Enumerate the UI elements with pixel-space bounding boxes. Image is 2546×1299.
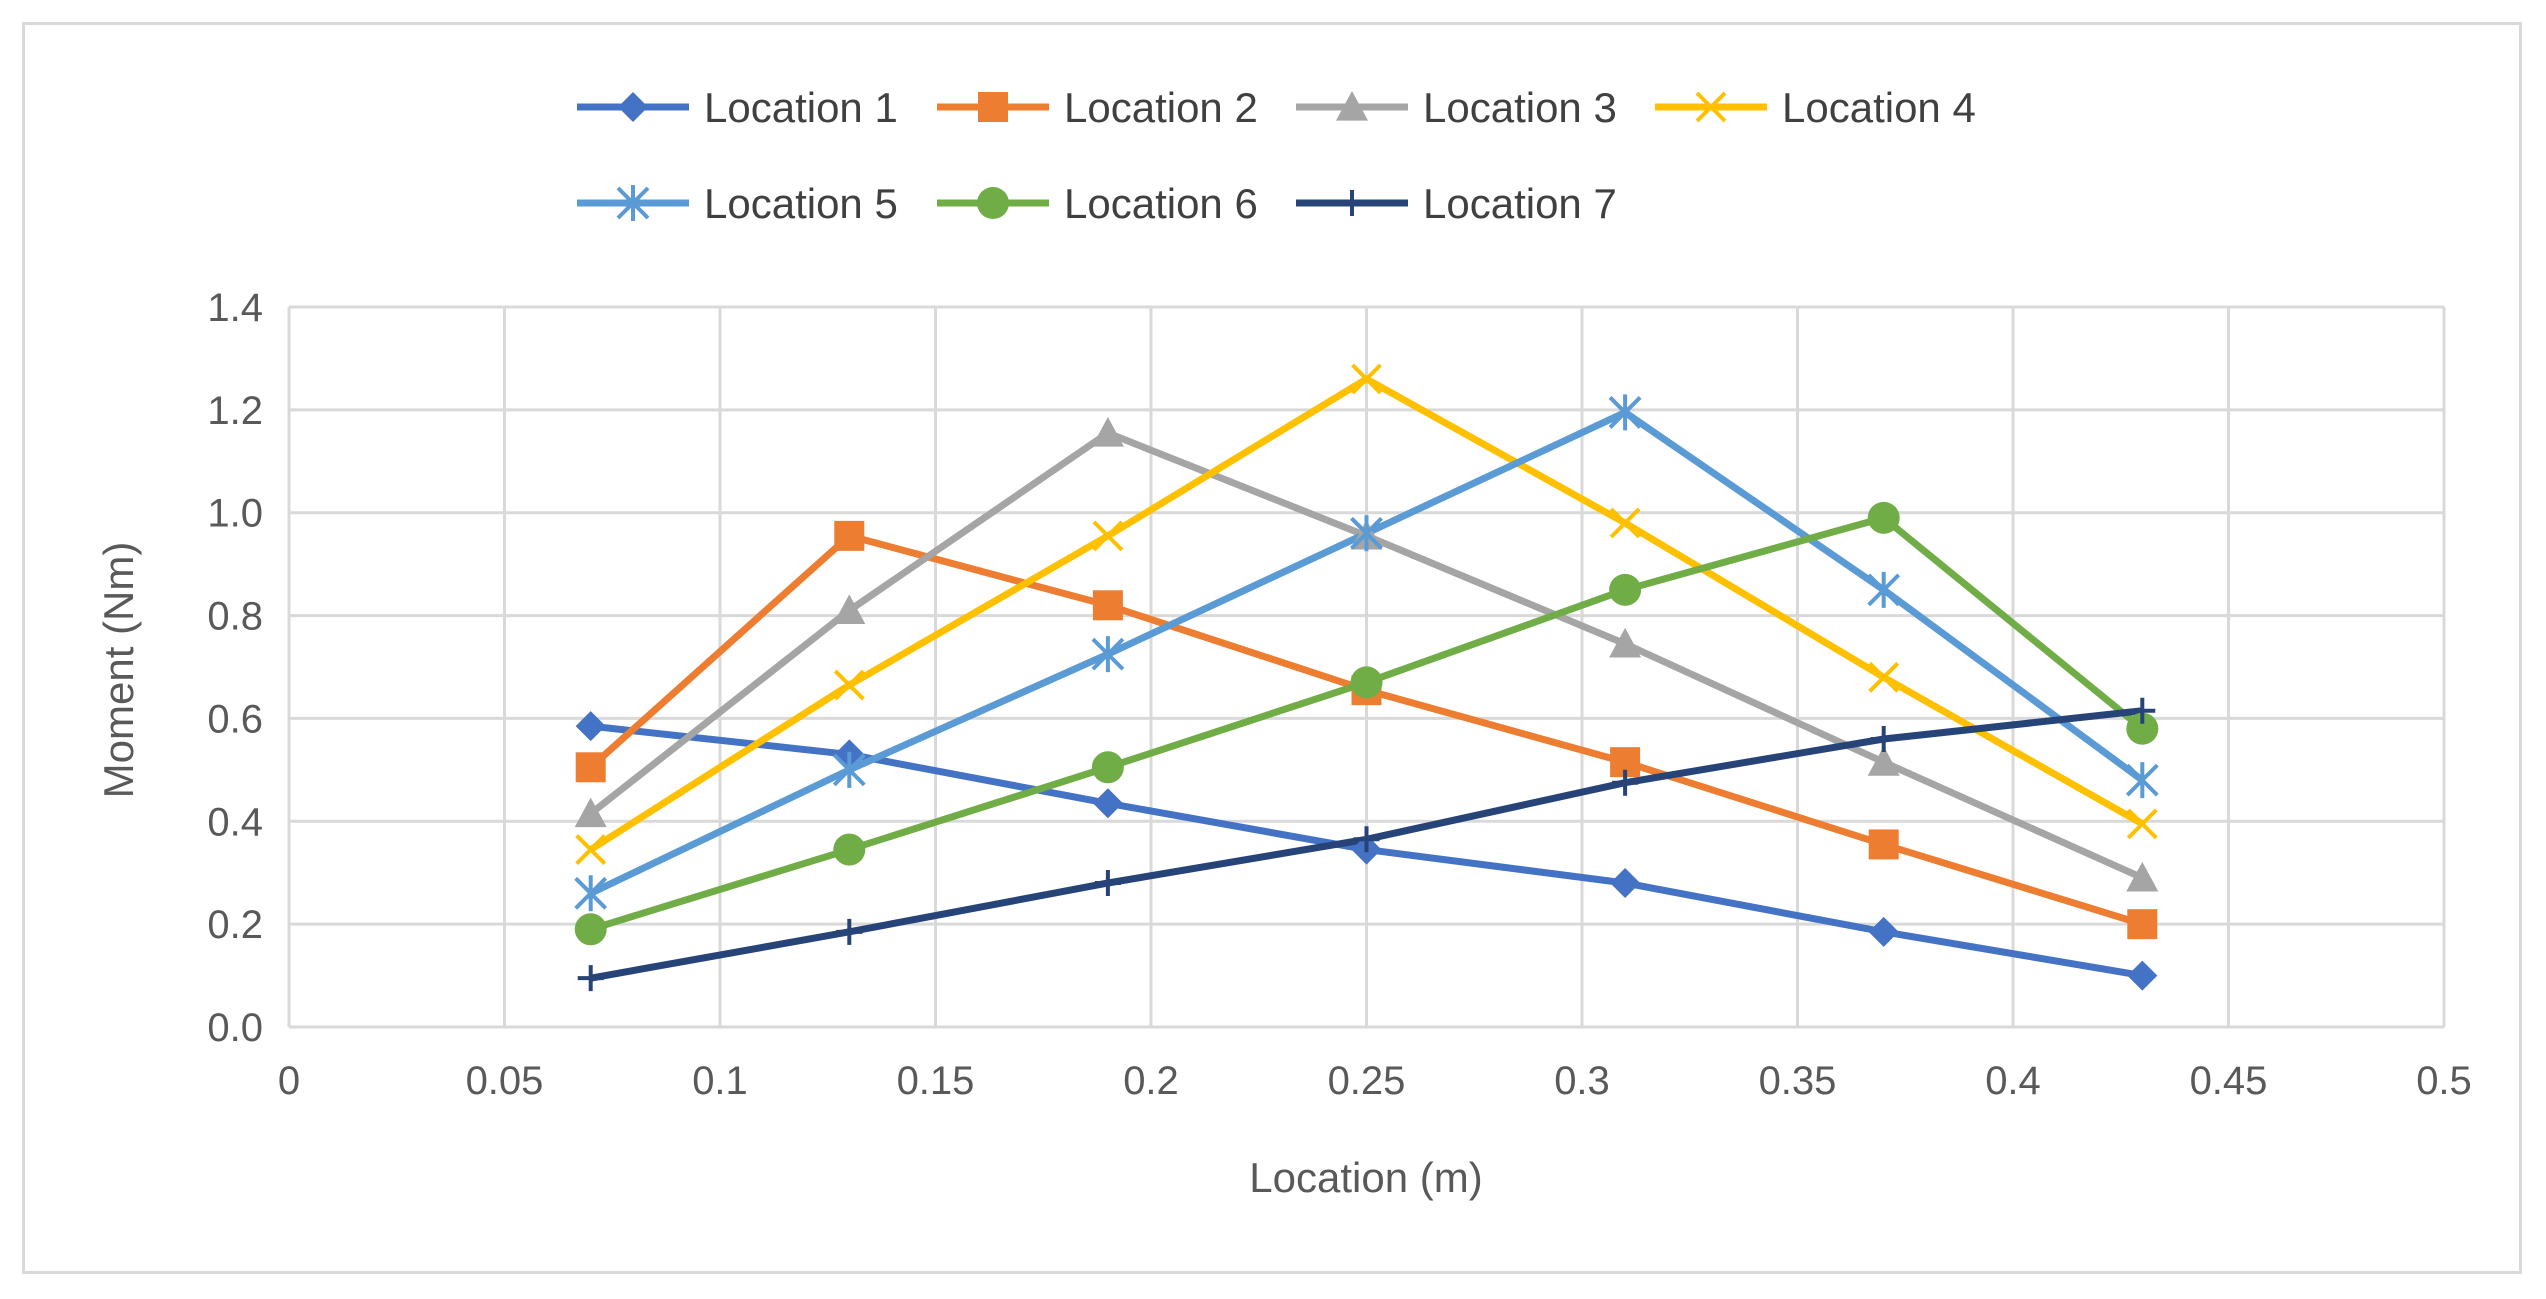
y-tick-label: 0.0: [207, 1006, 263, 1050]
location-3-data-point: [574, 797, 607, 828]
x-axis-title: Location (m): [1249, 1154, 1482, 1201]
legend-item-location-4: Location 4: [1655, 84, 1976, 131]
legend: Location 1 Location 2 Location 3 Location 4…: [577, 84, 1976, 227]
location-3-data-point: [2126, 861, 2159, 892]
location-5-data-point: [574, 875, 608, 912]
legend-item-location-5: Location 5: [577, 180, 898, 227]
legend-item-location-2: Location 2: [937, 84, 1258, 131]
legend-marker: [978, 92, 1008, 122]
location-5-data-point: [2125, 762, 2159, 799]
location-2-data-point: [834, 520, 865, 551]
legend-item-location-6: Location 6: [937, 180, 1258, 227]
y-tick-label: 1.0: [207, 492, 263, 536]
location-6-data-point: [833, 833, 866, 866]
legend-marker: [618, 92, 648, 122]
location-2-data-point: [1868, 829, 1899, 860]
location-6-data-point: [2126, 712, 2159, 745]
x-tick-label: 0.15: [897, 1059, 975, 1103]
y-tick-label: 0.4: [207, 800, 263, 844]
location-2-data-point: [2127, 909, 2158, 940]
location-7-data-point: [836, 918, 863, 945]
y-tick-label: 1.2: [207, 389, 263, 433]
y-tick-label: 1.4: [207, 286, 263, 330]
line-chart: 0.0 0.2 0.4 0.6 0.8 1.0 1.2 1.4 0 0.05 0.1 0.15 0.2 0…: [95, 84, 2472, 1201]
location-5-data-point: [1608, 394, 1642, 431]
location-1-data-point: [1092, 788, 1123, 819]
location-5-data-point: [1867, 571, 1901, 608]
location-6-data-point: [574, 913, 607, 946]
legend-label: Location 2: [1064, 84, 1258, 131]
location-7-data-point: [2129, 697, 2156, 724]
location-7-data-point: [1612, 769, 1639, 796]
location-5-data-point: [832, 751, 866, 788]
location-3-data-point: [833, 594, 866, 625]
x-tick-label: 0: [278, 1059, 300, 1103]
location-6-data-point: [1350, 666, 1383, 699]
location-2-data-point: [1092, 590, 1123, 621]
location-1-data-point: [2127, 960, 2158, 991]
legend-label: Location 3: [1423, 84, 1617, 131]
location-5-data-point: [1350, 515, 1383, 552]
location-7-data-point: [1870, 726, 1897, 752]
location-7-data-point: [1094, 870, 1121, 896]
location-3-data-point: [1867, 746, 1900, 776]
x-tick-label: 0.5: [2416, 1059, 2472, 1103]
location-1-data-point: [1610, 868, 1641, 898]
legend-label: Location 6: [1064, 180, 1258, 227]
legend-marker: [616, 185, 650, 221]
x-tick-label: 0.35: [1759, 1059, 1837, 1103]
legend-label: Location 1: [704, 84, 898, 131]
location-6-data-point: [1091, 751, 1124, 784]
series-markers: [574, 363, 2159, 992]
legend-marker: [1695, 91, 1727, 123]
location-7-data-point: [577, 965, 604, 992]
x-tick-label: 0.3: [1554, 1059, 1610, 1103]
chart-area: 0.0 0.2 0.4 0.6 0.8 1.0 1.2 1.4 0 0.05 0.1 0.15 0.2 0…: [22, 22, 2522, 1274]
legend-item-location-7: Location 7: [1296, 180, 1617, 227]
legend-marker: [977, 187, 1009, 219]
location-3-data-point: [1091, 417, 1124, 447]
location-4-data-point: [833, 669, 865, 701]
x-tick-label: 0.2: [1123, 1059, 1179, 1103]
location-2-data-point: [575, 752, 606, 783]
axes: 0.0 0.2 0.4 0.6 0.8 1.0 1.2 1.4 0 0.05 0.1 0.15 0.2 0…: [207, 286, 2471, 1103]
location-1-data-point: [1868, 916, 1899, 947]
x-tick-label: 0.05: [466, 1059, 544, 1103]
location-3-data-point: [1609, 627, 1642, 658]
location-4-data-point: [1351, 363, 1382, 395]
location-4-data-point: [1092, 520, 1124, 552]
legend-item-location-3: Location 3: [1296, 84, 1617, 131]
location-6-data-point: [1609, 573, 1642, 606]
y-axis-title: Moment (Nm): [95, 542, 142, 799]
location-1-data-point: [575, 711, 606, 742]
legend-marker: [1336, 91, 1368, 121]
legend-label: Location 7: [1423, 180, 1617, 227]
location-7-data-point: [1353, 826, 1380, 853]
x-tick-label: 0.1: [692, 1059, 748, 1103]
legend-label: Location 4: [1782, 84, 1976, 131]
location-6-data-point: [1867, 501, 1900, 534]
y-tick-label: 0.6: [207, 697, 263, 741]
y-tick-label: 0.8: [207, 595, 263, 639]
x-tick-label: 0.4: [1985, 1059, 2041, 1103]
location-4-data-point: [1868, 661, 1900, 693]
location-5-data-point: [1091, 636, 1125, 673]
legend-label: Location 5: [704, 180, 898, 227]
legend-marker: [1339, 190, 1365, 216]
location-4-data-point: [1609, 507, 1641, 539]
x-tick-label: 0.25: [1328, 1059, 1406, 1103]
location-4-data-point: [2126, 808, 2158, 840]
y-tick-label: 0.2: [207, 903, 263, 947]
legend-item-location-1: Location 1: [577, 84, 898, 131]
location-4-data-point: [575, 834, 607, 865]
x-tick-label: 0.45: [2190, 1059, 2268, 1103]
